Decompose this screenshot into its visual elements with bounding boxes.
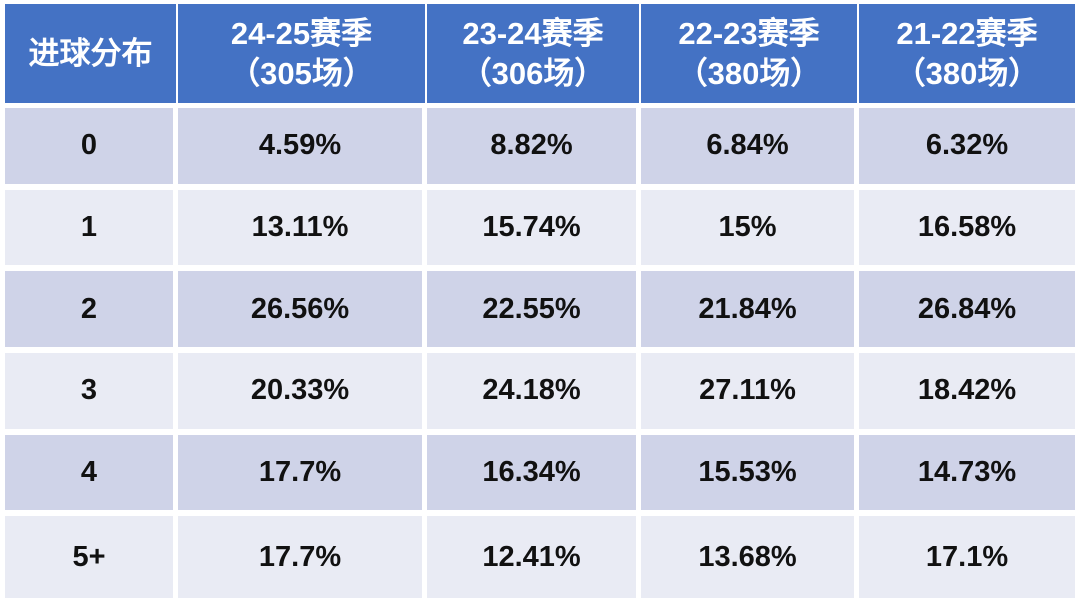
header-row: 进球分布 24-25赛季 （305场） 23-24赛季 （306场） 22-23… (5, 4, 1075, 108)
season-label: 23-24赛季 (462, 15, 604, 51)
corner-label: 进球分布 (28, 35, 153, 71)
goal-count-cell: 1 (5, 189, 178, 272)
season-label: 22-23赛季 (678, 15, 820, 51)
percentage-cell: 6.84% (641, 108, 859, 190)
percentage-cell: 17.1% (859, 516, 1075, 598)
percentage-cell: 18.42% (859, 352, 1075, 435)
header-corner-cell: 进球分布 (5, 4, 178, 108)
percentage-cell: 22.55% (427, 271, 641, 353)
percentage-cell: 13.11% (178, 189, 427, 272)
percentage-cell: 15.53% (641, 434, 859, 517)
table-row-goals-4: 4 17.7% 16.34% 15.53% 14.73% (5, 434, 1075, 517)
percentage-cell: 17.7% (178, 516, 427, 598)
header-season-22-23: 22-23赛季 （380场） (641, 4, 859, 108)
goal-count-cell: 3 (5, 352, 178, 435)
goal-count-cell: 0 (5, 108, 178, 190)
table-row-goals-0: 0 4.59% 8.82% 6.84% 6.32% (5, 108, 1075, 190)
goal-distribution-table: 进球分布 24-25赛季 （305场） 23-24赛季 （306场） 22-23… (5, 4, 1075, 598)
goal-count-cell: 5+ (5, 516, 178, 598)
season-games: （380场） (894, 55, 1040, 91)
season-games: （305场） (229, 55, 374, 91)
percentage-cell: 13.68% (641, 516, 859, 598)
season-label: 21-22赛季 (896, 15, 1038, 51)
table-header: 进球分布 24-25赛季 （305场） 23-24赛季 （306场） 22-23… (5, 4, 1075, 108)
percentage-cell: 20.33% (178, 352, 427, 435)
percentage-cell: 15.74% (427, 189, 641, 272)
table-row-goals-3: 3 20.33% 24.18% 27.11% 18.42% (5, 352, 1075, 435)
percentage-cell: 16.34% (427, 434, 641, 517)
percentage-cell: 26.56% (178, 271, 427, 353)
table-row-goals-5plus: 5+ 17.7% 12.41% 13.68% 17.1% (5, 516, 1075, 598)
percentage-cell: 12.41% (427, 516, 641, 598)
table-row-goals-2: 2 26.56% 22.55% 21.84% 26.84% (5, 271, 1075, 353)
header-season-24-25: 24-25赛季 （305场） (178, 4, 427, 108)
season-games: （380场） (676, 55, 822, 91)
goal-count-cell: 4 (5, 434, 178, 517)
season-games: （306场） (460, 55, 606, 91)
percentage-cell: 15% (641, 189, 859, 272)
percentage-cell: 16.58% (859, 189, 1075, 272)
table-body: 0 4.59% 8.82% 6.84% 6.32% 1 13.11% 15.74… (5, 108, 1075, 598)
percentage-cell: 14.73% (859, 434, 1075, 517)
percentage-cell: 17.7% (178, 434, 427, 517)
percentage-cell: 8.82% (427, 108, 641, 190)
percentage-cell: 6.32% (859, 108, 1075, 190)
percentage-cell: 26.84% (859, 271, 1075, 353)
percentage-cell: 4.59% (178, 108, 427, 190)
percentage-cell: 24.18% (427, 352, 641, 435)
table-row-goals-1: 1 13.11% 15.74% 15% 16.58% (5, 189, 1075, 272)
percentage-cell: 21.84% (641, 271, 859, 353)
header-season-23-24: 23-24赛季 （306场） (427, 4, 641, 108)
percentage-cell: 27.11% (641, 352, 859, 435)
season-label: 24-25赛季 (230, 15, 373, 51)
goal-count-cell: 2 (5, 271, 178, 353)
header-season-21-22: 21-22赛季 （380场） (859, 4, 1075, 108)
